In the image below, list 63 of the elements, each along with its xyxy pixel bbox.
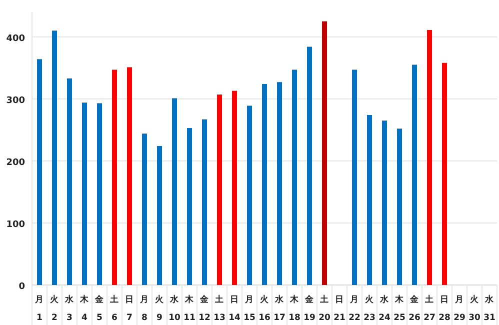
x-tick-label: 水 10: [168, 294, 180, 323]
x-tick-label: 木 25: [394, 294, 406, 323]
x-tick-label: 日 14: [228, 294, 240, 323]
bar: [187, 128, 192, 285]
bar: [322, 21, 327, 285]
x-tick-label: 月 22: [348, 294, 360, 323]
x-tick-label: 金 26: [408, 294, 420, 323]
x-tick-label: 火 16: [258, 294, 270, 323]
bar: [37, 59, 42, 285]
x-tick-label: 日 21: [334, 294, 346, 323]
x-tick-label: 日 28: [438, 294, 450, 323]
x-tick-label: 土 13: [214, 294, 226, 323]
bar: [382, 120, 387, 285]
x-tick-label: 土 20: [318, 294, 330, 323]
x-tick-label: 土 27: [424, 294, 436, 323]
bar: [367, 114, 372, 285]
bar: [292, 70, 297, 285]
bar: [247, 106, 252, 285]
bar: [97, 103, 102, 285]
x-tick-label: 月 29: [454, 294, 466, 323]
bar: [127, 67, 132, 285]
bar: [202, 119, 207, 285]
x-tick-label: 木 18: [288, 294, 300, 323]
bar: [232, 90, 237, 285]
y-tick-label: 0: [18, 282, 25, 292]
bar: [352, 70, 357, 285]
y-tick-label: 400: [6, 34, 25, 44]
x-tick-label: 月 1: [34, 294, 44, 323]
x-tick-label: 火 30: [468, 294, 480, 323]
x-tick-label: 月 15: [244, 294, 256, 323]
x-tick-label: 金 12: [198, 294, 210, 323]
bar: [397, 128, 402, 285]
bar: [277, 82, 282, 285]
x-tick-label: 火 2: [50, 294, 60, 323]
x-tick-label: 水 3: [64, 294, 75, 323]
bar: [172, 98, 177, 285]
y-tick-label: 300: [6, 96, 25, 106]
bar: [427, 30, 432, 285]
x-tick-label: 木 4: [79, 294, 90, 323]
bar: [217, 94, 222, 285]
bar: [142, 134, 147, 285]
x-tick-label: 日 7: [125, 294, 134, 323]
bar: [442, 62, 447, 285]
x-tick-label: 金 19: [304, 294, 316, 323]
x-tick-label: 水 31: [484, 294, 496, 323]
bar: [412, 64, 417, 285]
y-tick-label: 200: [6, 158, 25, 168]
bar: [52, 30, 57, 285]
x-tick-label: 火 23: [364, 294, 376, 323]
bar: [67, 78, 72, 285]
y-tick-label: 100: [6, 220, 25, 230]
x-tick-label: 金 5: [94, 294, 105, 323]
x-tick-label: 水 17: [274, 294, 286, 323]
bar: [262, 84, 267, 285]
x-tick-label: 木 11: [184, 294, 196, 323]
x-tick-label: 月 8: [139, 294, 149, 323]
x-tick-label: 火 9: [155, 294, 165, 323]
x-tick-label: 水 24: [378, 294, 390, 323]
bar: [307, 46, 312, 285]
bar: [112, 70, 117, 285]
x-tick-label: 土 6: [109, 294, 119, 323]
bar: [157, 146, 162, 285]
bar: [82, 102, 87, 285]
